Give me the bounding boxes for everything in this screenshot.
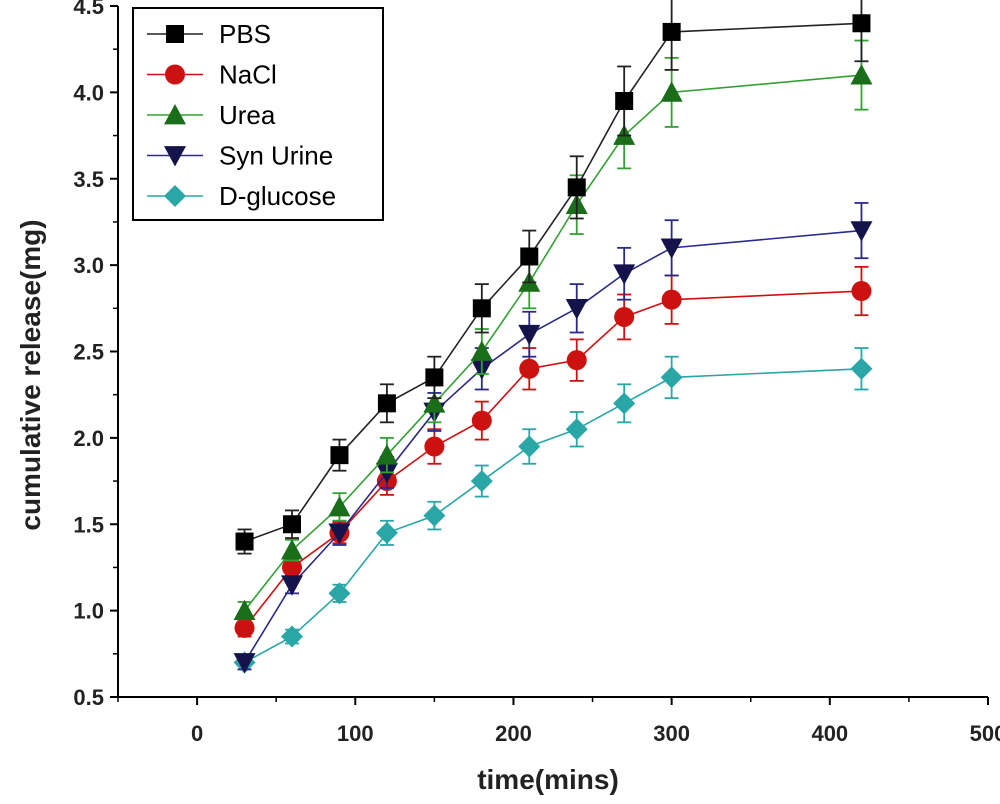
data-point: [283, 515, 301, 534]
x-tick-label: 500: [970, 721, 1000, 746]
plot-series: [233, 0, 873, 674]
data-point: [281, 539, 303, 560]
legend-item: PBS: [147, 19, 271, 49]
x-tick-label: 200: [495, 721, 532, 746]
data-point: [423, 392, 446, 413]
data-point: [565, 418, 588, 441]
y-tick-label: 0.5: [73, 685, 104, 710]
data-point: [423, 504, 446, 527]
series-d-glucose: [233, 347, 873, 674]
x-axis-title: time(mins): [477, 764, 619, 795]
data-point: [852, 14, 871, 33]
legend-marker: [164, 104, 186, 125]
legend-label: Urea: [219, 100, 276, 130]
series-pbs: [235, 0, 871, 555]
data-point: [470, 470, 493, 493]
data-point: [234, 617, 255, 638]
data-point: [518, 435, 541, 458]
data-point: [614, 306, 635, 327]
data-point: [613, 392, 636, 415]
legend-label: PBS: [219, 19, 271, 49]
y-tick-label: 2.5: [73, 340, 104, 365]
data-point: [282, 557, 302, 578]
y-axis-title: cumulative release(mg): [15, 219, 46, 530]
y-tick-label: 1.0: [73, 599, 104, 624]
legend-marker: [165, 64, 185, 85]
data-point: [661, 289, 682, 310]
x-tick-label: 100: [337, 721, 374, 746]
data-point: [565, 298, 588, 320]
data-point: [519, 358, 540, 379]
data-point: [472, 299, 491, 318]
data-point: [660, 238, 683, 259]
data-point: [567, 178, 586, 197]
data-point: [662, 22, 681, 41]
data-point: [328, 523, 351, 544]
y-tick-label: 4.0: [73, 80, 104, 105]
y-tick-label: 4.5: [73, 0, 104, 19]
data-point: [330, 446, 349, 465]
series-nacl: [234, 265, 872, 638]
legend-marker: [164, 146, 186, 167]
data-point: [660, 366, 683, 389]
data-point: [520, 247, 539, 266]
data-point: [850, 221, 873, 242]
data-point: [850, 64, 873, 85]
x-tick-label: 0: [191, 721, 203, 746]
data-point: [233, 653, 256, 674]
legend-marker: [164, 185, 186, 207]
y-tick-label: 1.5: [73, 512, 104, 537]
data-point: [424, 436, 445, 457]
data-point: [281, 625, 303, 648]
legend-item: D-glucose: [147, 181, 336, 211]
data-point: [328, 582, 351, 605]
y-tick-label: 3.5: [73, 167, 104, 192]
data-point: [375, 521, 398, 544]
data-point: [660, 81, 683, 102]
x-tick-label: 300: [653, 721, 690, 746]
plot-axes: 0 100 200 300 400 500 0.5 1.0 1.5 2.0 2.5 3.0 3.5 4.0…: [73, 0, 1000, 746]
legend-item: NaCl: [147, 60, 277, 90]
legend-label: Syn Urine: [219, 141, 333, 171]
data-point: [518, 324, 541, 346]
y-tick-label: 3.0: [73, 253, 104, 278]
data-point: [328, 495, 351, 517]
legend-label: NaCl: [219, 60, 277, 90]
data-point: [233, 599, 256, 620]
data-point: [615, 92, 634, 111]
x-tick-label: 400: [811, 721, 848, 746]
data-point: [471, 410, 492, 431]
data-point: [375, 444, 398, 465]
data-point: [850, 357, 873, 380]
data-point: [851, 281, 872, 302]
y-tick-label: 2.0: [73, 426, 104, 451]
data-point: [235, 532, 254, 551]
data-point: [281, 575, 303, 596]
legend-marker: [166, 25, 184, 43]
legend: PBS NaCl Urea Syn Urine D-glucose: [132, 7, 384, 221]
legend-item: Syn Urine: [147, 141, 333, 171]
data-point: [566, 350, 587, 371]
data-point: [377, 394, 396, 413]
data-point: [425, 368, 444, 387]
data-point: [613, 264, 636, 285]
data-point: [470, 340, 493, 361]
legend-label: D-glucose: [219, 181, 336, 211]
legend-item: Urea: [147, 100, 276, 130]
